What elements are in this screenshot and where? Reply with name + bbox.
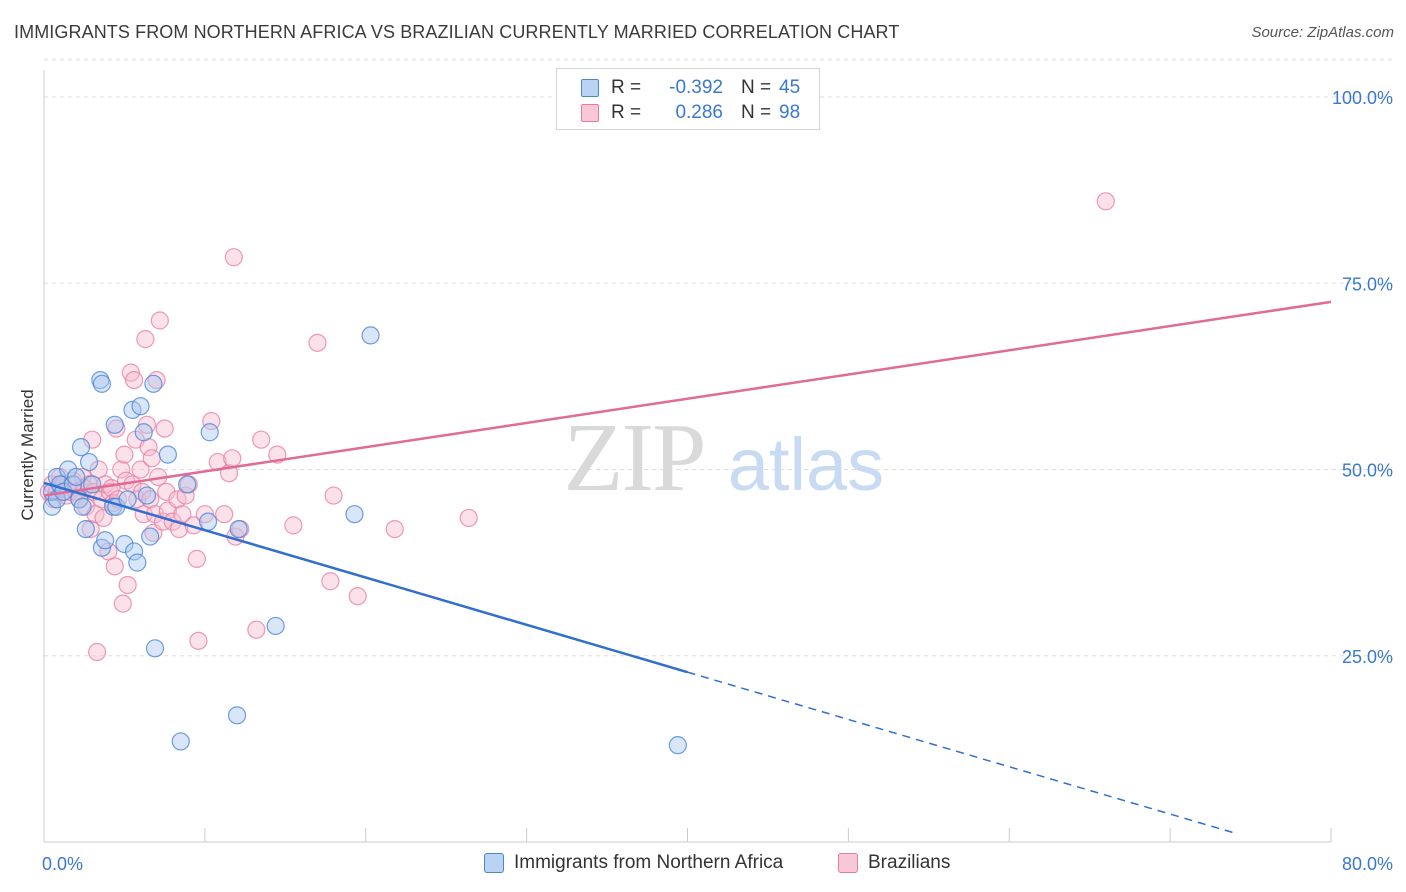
brazilians-point [87,642,107,662]
stats-legend: R = -0.392 N = 45 R = 0.286 N = 98 [556,68,820,130]
northern-africa-point [145,639,165,658]
brazilians-point [308,333,327,352]
brazilians-point [124,371,144,390]
trend-lines [43,300,1332,834]
tick-labels: 25.0% 50.0% 75.0% 100.0% 0.0% 80.0% [42,88,1393,874]
legend-item-brazilians[interactable]: Brazilians [838,852,950,874]
r-label: R = [611,77,642,98]
brazilians-point [112,460,131,479]
northern-africa-point [158,445,177,464]
northern-africa-point [137,486,157,505]
northern-africa-point [115,534,134,554]
brazilians-point [459,508,478,528]
northern-africa-point [71,438,91,457]
brazilians-point [155,419,174,438]
brazilians-point [150,311,169,330]
brazilians-point [324,486,343,505]
brazilians-points [39,192,1115,662]
brazilians-point [223,449,242,468]
chart-title: IMMIGRANTS FROM NORTHERN AFRICA VS BRAZI… [14,22,900,42]
northern-africa-point [73,497,92,516]
brazilians-point [224,248,243,267]
axes [43,70,1332,843]
northern-africa-point [345,505,364,524]
pink-swatch [581,104,599,122]
legend-swatch-pink [838,853,858,873]
watermark-zip: ZIP [564,404,705,512]
brazilians-point [136,330,155,349]
watermark-atlas: atlas [728,423,884,506]
legend-item-northern-africa[interactable]: Immigrants from Northern Africa [484,852,783,874]
series-legend: Immigrants from Northern Africa Brazilia… [0,852,1406,878]
northern-africa-point [144,374,163,393]
brazilians-point [247,620,266,639]
stats-legend-row-pink: R = 0.286 N = 98 [557,100,800,126]
brazilians-point [321,572,340,591]
northern-africa-point [92,374,112,393]
brazilians-point [284,516,303,535]
northern-africa-point [76,519,95,539]
northern-africa-point [266,616,285,636]
watermark: ZIP atlas [564,404,885,512]
brazilians-point [385,519,404,539]
legend-swatch-blue [484,853,504,873]
northern-africa-point [134,423,153,442]
x-tick-label-min: 0.0% [42,854,83,874]
brazilians-point [252,430,271,449]
northern-africa-point [171,732,190,751]
northern-africa-point [105,415,124,434]
brazilians-point [215,505,234,524]
y-axis-label: Currently Married [18,389,37,521]
brazilians-point [115,445,134,464]
northern-africa-point [131,397,150,416]
brazilians-point [131,460,150,479]
brazilians-point [1096,192,1115,211]
northern-africa-point [96,531,115,550]
r-value: -0.392 [669,77,723,98]
grid-lines [44,59,1392,657]
northern-africa-point [79,452,99,472]
northern-africa-point [668,736,687,755]
blue-swatch [581,79,599,97]
y-tick-label: 50.0% [1342,461,1393,481]
y-tick-label: 100.0% [1332,88,1393,108]
brazilians-point [142,449,161,468]
brazilians-trend-line [43,300,1332,497]
northern-africa-point [227,706,247,725]
northern-africa-point [200,423,219,442]
n-label: N = [741,102,772,123]
brazilians-point [113,594,132,613]
y-tick-label: 75.0% [1342,274,1393,294]
northern-africa-point [229,519,248,539]
source-credit: Source: ZipAtlas.com [1251,24,1394,41]
northern-africa-point [198,512,218,531]
northern-africa-trend-line [43,481,688,674]
r-value: 0.286 [675,102,723,123]
brazilians-point [189,631,208,650]
brazilians-point [348,587,367,606]
brazilians-point [105,557,124,576]
northern-africa-point [67,467,86,487]
northern-africa-trend-extension [687,671,1235,834]
n-value: 45 [779,77,801,98]
brazilians-point [187,549,206,569]
brazilians-point [118,575,137,595]
x-tick-label-max: 80.0% [1342,854,1393,874]
northern-africa-point [178,475,197,494]
northern-africa-points [42,326,687,755]
y-tick-label: 25.0% [1342,647,1393,667]
n-label: N = [741,77,772,98]
n-value: 98 [779,102,801,123]
r-label: R = [611,102,642,123]
northern-africa-point [141,527,160,546]
northern-africa-point [128,553,147,572]
northern-africa-point [361,326,380,345]
legend-label-northern-africa: Immigrants from Northern Africa [514,852,784,873]
legend-label-brazilians: Brazilians [868,852,951,873]
stats-legend-row-blue: R = -0.392 N = 45 [557,75,800,101]
northern-africa-point [124,542,144,561]
